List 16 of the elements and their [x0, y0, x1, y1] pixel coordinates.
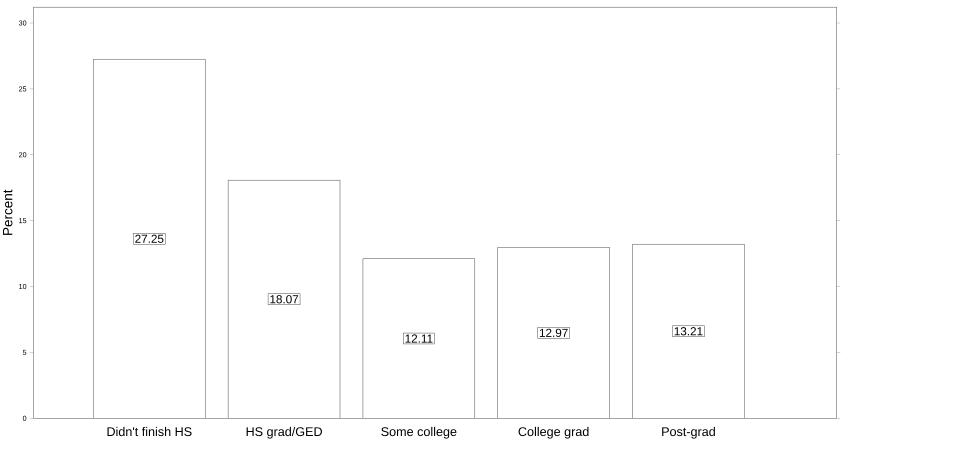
bar — [228, 180, 340, 418]
bar — [498, 247, 610, 418]
x-tick-label: Didn't finish HS — [107, 427, 192, 436]
data-label: 12.11 — [406, 334, 432, 343]
x-tick-label: College grad — [518, 427, 589, 439]
y-axis-title: Percent — [3, 190, 12, 236]
data-label: 13.21 — [674, 327, 702, 336]
data-label: 27.25 — [135, 234, 164, 244]
x-tick-label: HS grad/GED — [246, 427, 322, 439]
bar — [632, 244, 745, 418]
x-tick-label: Post-grad — [662, 427, 715, 439]
x-tick-label: Some college — [381, 427, 456, 439]
bar — [362, 258, 475, 418]
data-label: 18.07 — [270, 295, 298, 304]
bar — [93, 59, 206, 418]
data-label: 12.97 — [540, 328, 568, 338]
